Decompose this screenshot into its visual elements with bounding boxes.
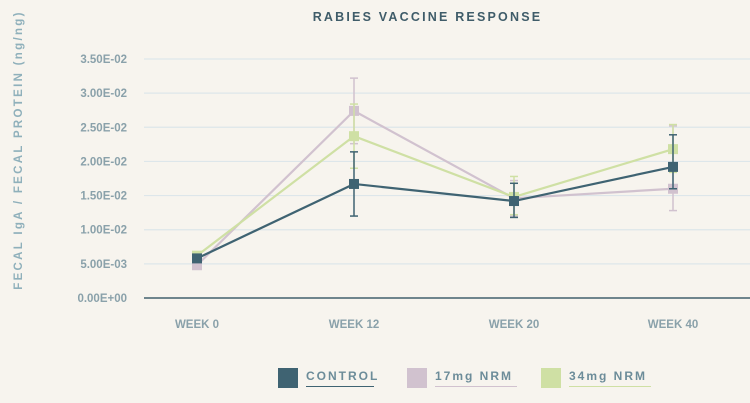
legend-item-17mg: 17mg NRM [407,368,517,388]
legend-item-control: CONTROL [278,368,377,388]
series-line [196,109,674,267]
y-tick-label: 5.00E-03 [80,259,127,271]
legend-label: 17mg NRM [435,369,517,387]
x-tick-label: WEEK 12 [329,319,380,331]
x-tick-label: WEEK 20 [489,319,540,331]
x-tick-label: WEEK 40 [648,319,699,331]
legend-label: 34mg NRM [569,369,651,387]
series-line [196,165,674,260]
y-tick-label: 1.50E-02 [80,191,127,203]
y-tick-label: 2.00E-02 [80,156,127,168]
data-point-marker [509,196,519,207]
data-point-marker [668,161,678,172]
data-point-marker [349,178,359,189]
y-tick-label: 3.50E-02 [80,54,127,66]
chart-title: RABIES VACCINE RESPONSE [312,10,543,24]
series-line [196,134,674,257]
legend-swatch [278,368,298,388]
y-tick-label: 1.00E-02 [80,225,127,237]
data-point-marker [192,253,202,264]
legend-swatch [407,368,427,388]
y-tick-label: 0.00E+00 [77,293,127,305]
x-tick-label: WEEK 0 [175,319,219,331]
legend-label: CONTROL [306,369,377,387]
data-point-marker [192,260,202,271]
data-point-marker [349,131,359,142]
legend-swatch [541,368,561,388]
y-tick-label: 3.00E-02 [80,88,127,100]
y-tick-label: 2.50E-02 [80,122,127,134]
legend-item-34mg: 34mg NRM [541,368,651,388]
